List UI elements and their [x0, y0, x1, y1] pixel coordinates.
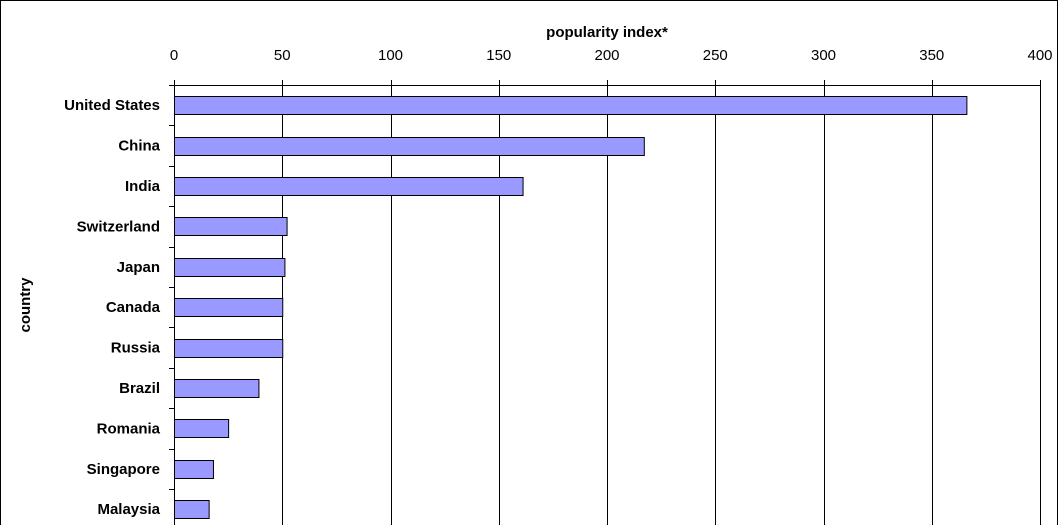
bar: [174, 500, 210, 519]
x-tick-label: 0: [170, 47, 178, 64]
bars: [174, 96, 968, 519]
y-category-label: India: [125, 178, 161, 195]
y-category-label: Russia: [111, 340, 161, 357]
y-category-label: China: [118, 138, 160, 155]
axes: 0 50 100 150 200 250 300 350 400 United States Chi…: [64, 47, 1053, 530]
bar: [174, 137, 645, 156]
y-category-label: Switzerland: [77, 218, 160, 235]
y-category-label: Japan: [117, 259, 160, 276]
x-tick-label: 150: [486, 47, 511, 64]
bar: [174, 419, 230, 438]
x-tick-label: 400: [1027, 47, 1052, 64]
x-tick-label: 100: [378, 47, 403, 64]
y-category-label: Malaysia: [97, 501, 160, 518]
bar: [174, 96, 968, 115]
bar: [174, 217, 288, 236]
x-axis-title: popularity index*: [546, 24, 668, 41]
y-axis-title: country: [17, 277, 34, 333]
bar: [174, 339, 284, 358]
y-category-label: United States: [64, 97, 160, 114]
bar: [174, 460, 214, 479]
x-tick-label: 300: [811, 47, 836, 64]
gridlines: [282, 85, 1041, 525]
x-tick-label: 50: [274, 47, 291, 64]
bar: [174, 177, 524, 196]
bar: [174, 258, 286, 277]
y-category-label: Romania: [97, 420, 161, 437]
x-tick-label: 200: [594, 47, 619, 64]
bar: [174, 298, 284, 317]
bar: [174, 379, 260, 398]
x-tick-label: 350: [919, 47, 944, 64]
y-category-label: Singapore: [87, 461, 160, 478]
x-tick-label: 250: [703, 47, 728, 64]
y-category-label: Canada: [106, 299, 161, 316]
y-category-label: Brazil: [119, 380, 160, 397]
